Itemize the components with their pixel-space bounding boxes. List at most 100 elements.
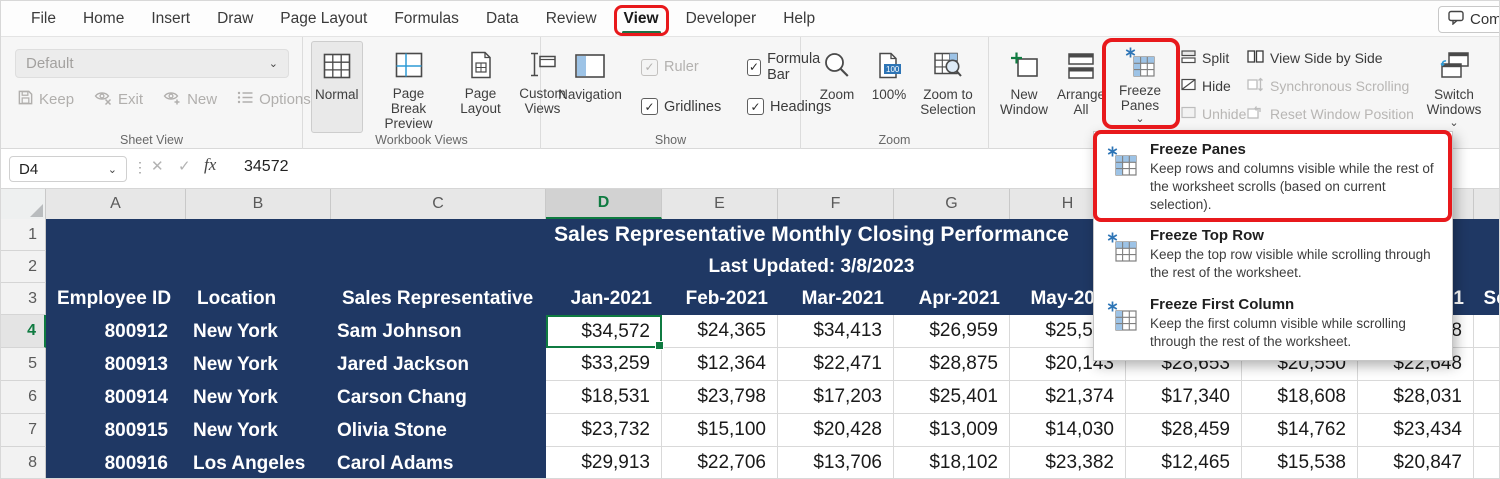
cell-value[interactable]: $23,732 [546,414,662,447]
cell-value[interactable]: $26,959 [894,315,1010,348]
cell-value[interactable]: $23,798 [662,381,778,414]
header-employee-id[interactable]: Employee ID [46,283,186,315]
header-month-jan[interactable]: Jan-2021 [546,283,662,315]
cell-employee-id[interactable]: 800912 [46,315,186,348]
freeze-panes-button[interactable]: Freeze Panes ⌄ [1111,39,1169,126]
header-month-mar[interactable]: Mar-2021 [778,283,894,315]
cell-rep[interactable]: Carson Chang [331,381,546,414]
row-header-2[interactable]: 2 [1,251,46,283]
cell-value[interactable]: $15,538 [1242,447,1358,478]
navigation-button[interactable]: Navigation [549,41,631,102]
view-side-by-side-button[interactable]: View Side by Side [1247,49,1383,67]
gridlines-checkbox[interactable]: ✓ Gridlines [641,98,747,115]
insert-function-button[interactable]: fx [204,155,217,174]
switch-windows-button[interactable]: Switch Windows ⌄ [1423,41,1485,130]
cell-value-empty[interactable] [1474,447,1499,478]
menu-tab-home[interactable]: Home [82,10,125,27]
cell-value[interactable]: $21,374 [1010,381,1126,414]
header-sales-representative[interactable]: Sales Representative [331,283,546,315]
menu-tab-insert[interactable]: Insert [151,10,191,27]
headings-checkbox[interactable]: ✓ Headings [747,98,831,115]
cell-value[interactable]: $29,913 [546,447,662,478]
row-header-3[interactable]: 3 [1,283,46,315]
cell-value[interactable]: $20,428 [778,414,894,447]
menu-tab-data[interactable]: Data [485,10,519,27]
arrange-all-button[interactable]: Arrange All [1053,41,1109,117]
cell-value-empty[interactable] [1474,315,1499,348]
page-break-preview-button[interactable]: Page Break Preview [371,41,447,133]
cell-location[interactable]: New York [186,315,331,348]
header-month-feb[interactable]: Feb-2021 [662,283,778,315]
zoom-to-selection-button[interactable]: Zoom to Selection [915,41,981,117]
cell-value[interactable]: $12,465 [1126,447,1242,478]
menu-tab-view[interactable]: View [613,1,669,37]
active-cell-d4[interactable]: $34,572 [546,315,664,350]
cell-rep[interactable]: Sam Johnson [331,315,546,348]
cell-location[interactable]: Los Angeles [186,447,331,478]
cell-value[interactable]: $18,531 [546,381,662,414]
column-header-g[interactable]: G [894,189,1010,219]
cell-value[interactable]: $14,030 [1010,414,1126,447]
cell-value[interactable]: $34,413 [778,315,894,348]
cell-value[interactable]: $12,364 [662,348,778,381]
cell-value[interactable]: $33,259 [546,348,662,381]
cell-value[interactable]: $18,608 [1242,381,1358,414]
row-header-1[interactable]: 1 [1,219,46,251]
menu-tab-formulas[interactable]: Formulas [394,10,459,27]
cell-value-empty[interactable] [1474,381,1499,414]
menu-tab-draw[interactable]: Draw [217,10,254,27]
cell-value[interactable]: $28,031 [1358,381,1474,414]
cell-value[interactable]: $23,434 [1358,414,1474,447]
row-header-7[interactable]: 7 [1,414,46,447]
row-header-8[interactable]: 8 [1,447,46,478]
normal-view-button[interactable]: Normal [311,41,363,133]
hide-button[interactable]: Hide [1181,77,1231,95]
cell-value[interactable]: $28,459 [1126,414,1242,447]
name-box[interactable]: D4 ⌄ [9,156,127,182]
new-window-button[interactable]: New Window [995,41,1053,117]
cell-rep[interactable]: Olivia Stone [331,414,546,447]
cell-rep[interactable]: Carol Adams [331,447,546,478]
cell-value-empty[interactable] [1474,414,1499,447]
cell-value[interactable]: $17,340 [1126,381,1242,414]
cell-location[interactable]: New York [186,414,331,447]
column-header-l[interactable]: L [1474,189,1499,219]
column-header-f[interactable]: F [778,189,894,219]
cell-employee-id[interactable]: 800916 [46,447,186,478]
menu-tab-page-layout[interactable]: Page Layout [280,10,368,27]
cell-rep[interactable]: Jared Jackson [331,348,546,381]
formula-bar-checkbox[interactable]: ✓ Formula Bar [747,51,831,83]
cell-value[interactable]: $20,847 [1358,447,1474,478]
menu-item-freeze-top-row[interactable]: Freeze Top Row Keep the top row visible … [1094,220,1452,289]
cell-value[interactable]: $18,102 [894,447,1010,478]
column-header-a[interactable]: A [46,189,186,219]
cell-value[interactable]: $17,203 [778,381,894,414]
cell-employee-id[interactable]: 800914 [46,381,186,414]
row-header-4-selected[interactable]: 4 [1,315,46,348]
column-header-e[interactable]: E [662,189,778,219]
comments-button[interactable]: Comm [1438,6,1499,33]
menu-item-freeze-panes[interactable]: Freeze Panes Keep rows and columns visib… [1093,130,1452,223]
cell-location[interactable]: New York [186,348,331,381]
menu-tab-developer[interactable]: Developer [685,10,757,27]
row-header-6[interactable]: 6 [1,381,46,414]
menu-item-freeze-first-column[interactable]: Freeze First Column Keep the first colum… [1094,289,1452,358]
formula-input[interactable]: 34572 [244,158,289,175]
cell-value[interactable]: $13,706 [778,447,894,478]
column-header-c[interactable]: C [331,189,546,219]
select-all-corner[interactable] [1,189,46,219]
cell-value[interactable]: $23,382 [1010,447,1126,478]
cell-location[interactable]: New York [186,381,331,414]
menu-tab-file[interactable]: File [31,10,56,27]
menu-tab-help[interactable]: Help [783,10,816,27]
zoom-100-button[interactable]: 100 100% [865,41,913,102]
cell-value[interactable]: $22,471 [778,348,894,381]
header-location[interactable]: Location [186,283,331,315]
column-header-b[interactable]: B [186,189,331,219]
cell-employee-id[interactable]: 800913 [46,348,186,381]
cell-value[interactable]: $25,401 [894,381,1010,414]
split-button[interactable]: Split [1181,49,1229,67]
cell-value[interactable]: $13,009 [894,414,1010,447]
cell-value[interactable]: $15,100 [662,414,778,447]
cell-value[interactable]: $14,762 [1242,414,1358,447]
